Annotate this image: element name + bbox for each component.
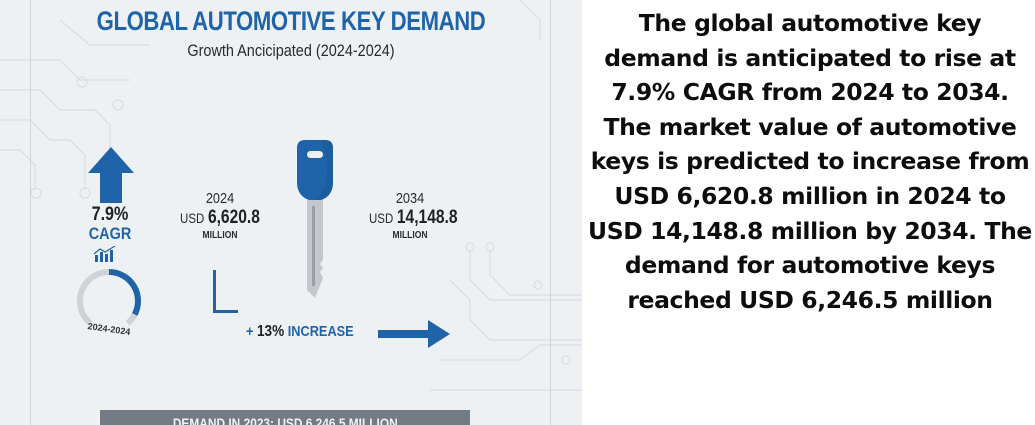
cagr-progress-ring <box>77 269 141 326</box>
start-amount-number: 6,620.8 <box>207 207 260 228</box>
increase-plus: + <box>246 323 254 340</box>
bracket-line-decoration <box>213 270 238 313</box>
right-arrow-icon <box>378 320 450 348</box>
banner-text: DEMAND IN 2023: USD 6,246.5 MILLION <box>172 415 398 425</box>
start-value-block: 2024 USD 6,620.8 MILLION <box>165 190 275 241</box>
description-text: The global automotive key demand is anti… <box>588 9 1032 314</box>
start-amount: USD 6,620.8 <box>175 207 265 229</box>
increase-label: + 13% INCREASE <box>246 323 354 341</box>
start-currency: USD <box>180 210 205 226</box>
infographic-title: GLOBAL AUTOMOTIVE KEY DEMAND <box>96 6 486 36</box>
infographic-subtitle: Growth Ancicipated (2024-2024) <box>187 41 395 60</box>
panel-left-divider <box>30 0 31 425</box>
increase-percent: 13% <box>256 323 285 340</box>
up-arrow-icon <box>88 147 134 203</box>
panel-right-divider <box>550 0 551 425</box>
ring-fill <box>108 269 141 316</box>
end-value-block: 2034 USD 14,148.8 MILLION <box>360 190 460 241</box>
end-amount: USD 14,148.8 <box>369 207 458 229</box>
demand-2023-banner: DEMAND IN 2023: USD 6,246.5 MILLION <box>100 410 470 425</box>
end-currency: USD <box>369 210 394 226</box>
end-unit: MILLION <box>392 230 428 241</box>
end-amount-number: 14,148.8 <box>396 207 458 228</box>
cagr-value: 7.9% <box>91 204 129 225</box>
cagr-label: CAGR <box>88 224 132 243</box>
increase-text: INCREASE <box>287 323 354 340</box>
start-unit: MILLION <box>202 230 238 241</box>
end-year: 2034 <box>395 190 425 207</box>
car-key-icon <box>297 140 333 298</box>
circuit-background-decoration <box>0 0 582 391</box>
infographic-panel: GLOBAL AUTOMOTIVE KEY DEMAND Growth Anci… <box>0 0 582 425</box>
bar-chart-icon <box>93 246 116 262</box>
start-year: 2024 <box>205 190 235 207</box>
